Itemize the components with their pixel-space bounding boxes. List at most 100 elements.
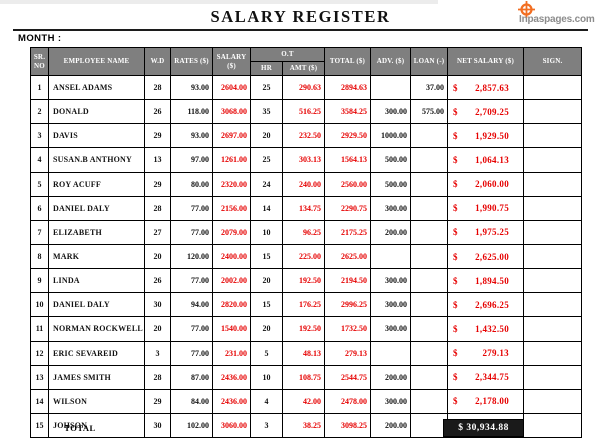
title-underline <box>13 29 588 31</box>
page-title: SALARY REGISTER <box>210 7 391 26</box>
net-amount: 2,709.25 <box>475 106 509 117</box>
cell-wd: 30 <box>144 412 171 439</box>
currency-symbol: $ <box>453 396 458 407</box>
cell-total: 2544.75 <box>324 364 371 390</box>
header-salary: SALARY ($) <box>212 47 251 76</box>
net-amount: 1,064.13 <box>475 154 509 165</box>
cell-adv: 500.00 <box>370 171 411 197</box>
header-employee-name: EMPLOYEE NAME <box>48 47 145 76</box>
header-ot-hr: HR <box>250 61 283 76</box>
header-sign: SIGN. <box>523 47 582 76</box>
cell-ot-hr: 25 <box>250 147 283 173</box>
cell-sign <box>523 171 582 197</box>
net-amount: 1,432.50 <box>475 323 509 334</box>
currency-symbol: $ <box>453 348 458 359</box>
cell-loan <box>410 219 448 245</box>
header-wd: W.D <box>144 47 171 76</box>
header-ot: O.T <box>250 47 325 62</box>
cell-employee-name: LINDA <box>48 268 145 294</box>
cell-employee-name: DANIEL DALY <box>48 292 145 318</box>
cell-rates: 93.00 <box>170 123 213 149</box>
cell-sign <box>523 99 582 125</box>
cell-salary: 2820.00 <box>212 292 251 318</box>
table-header: SR. NO EMPLOYEE NAME W.D RATES ($) SALAR… <box>30 47 582 76</box>
currency-symbol: $ <box>453 179 458 190</box>
cell-sr-no: 8 <box>30 243 49 270</box>
cell-wd: 26 <box>144 268 171 294</box>
crosshair-target-icon <box>518 1 535 18</box>
cell-ot-hr: 20 <box>250 268 283 294</box>
cell-adv: 300.00 <box>370 268 411 294</box>
table-row: 11 NORMAN ROCKWELL 20 77.00 1540.00 20 1… <box>30 316 582 342</box>
cell-total: 3098.25 <box>324 412 371 439</box>
table-body: 1 ANSEL ADAMS 28 93.00 2604.00 25 290.63… <box>30 74 582 439</box>
cell-sr-no: 1 <box>30 74 49 101</box>
cell-rates: 94.00 <box>170 292 213 318</box>
net-amount: 2,060.00 <box>475 179 509 190</box>
cell-salary: 1540.00 <box>212 316 251 342</box>
cell-total: 2894.63 <box>324 74 371 101</box>
cell-wd: 28 <box>144 195 171 221</box>
cell-adv: 300.00 <box>370 316 411 342</box>
cell-rates: 77.00 <box>170 195 213 221</box>
currency-symbol: $ <box>453 227 458 238</box>
net-amount: 1,894.50 <box>475 275 509 286</box>
cell-adv <box>370 243 411 270</box>
cell-salary: 3060.00 <box>212 412 251 439</box>
cell-employee-name: JAMES SMITH <box>48 364 145 390</box>
page-top-edge <box>0 0 438 4</box>
cell-loan <box>410 412 448 439</box>
table-row: 1 ANSEL ADAMS 28 93.00 2604.00 25 290.63… <box>30 74 582 101</box>
cell-wd: 28 <box>144 364 171 390</box>
cell-loan <box>410 171 448 197</box>
cell-employee-name: ANSEL ADAMS <box>48 74 145 101</box>
cell-rates: 77.00 <box>170 219 213 245</box>
cell-employee-name: DANIEL DALY <box>48 195 145 221</box>
table-row: 3 DAVIS 29 93.00 2697.00 20 232.50 2929.… <box>30 123 582 149</box>
currency-symbol: $ <box>453 203 458 214</box>
cell-loan <box>410 292 448 318</box>
cell-sr-no: 5 <box>30 171 49 197</box>
currency-symbol: $ <box>453 82 458 93</box>
cell-sr-no: 13 <box>30 364 49 390</box>
cell-total: 1564.13 <box>324 147 371 173</box>
cell-net-salary: $ 2,625.00 <box>447 243 524 270</box>
cell-rates: 87.00 <box>170 364 213 390</box>
cell-loan <box>410 123 448 149</box>
cell-ot-amt: 192.50 <box>282 316 325 342</box>
cell-sign <box>523 364 582 390</box>
cell-ot-hr: 15 <box>250 292 283 318</box>
cell-sign <box>523 292 582 318</box>
cell-adv: 1000.00 <box>370 123 411 149</box>
cell-sign <box>523 195 582 221</box>
cell-rates: 97.00 <box>170 147 213 173</box>
cell-sign <box>523 268 582 294</box>
header-net-salary: NET SALARY ($) <box>447 47 524 76</box>
cell-loan: 575.00 <box>410 99 448 125</box>
cell-ot-amt: 240.00 <box>282 171 325 197</box>
cell-ot-amt: 290.63 <box>282 74 325 101</box>
cell-sign <box>523 316 582 342</box>
cell-ot-hr: 35 <box>250 99 283 125</box>
cell-employee-name: MARK <box>48 243 145 270</box>
cell-salary: 1261.00 <box>212 147 251 173</box>
table-row: 9 LINDA 26 77.00 2002.00 20 192.50 2194.… <box>30 268 582 294</box>
cell-total: 2290.75 <box>324 195 371 221</box>
header-sr-no: SR. NO <box>30 47 49 76</box>
cell-net-salary: $ 1,894.50 <box>447 268 524 294</box>
cell-rates: 77.00 <box>170 316 213 342</box>
cell-wd: 20 <box>144 243 171 270</box>
net-salary-grand-total: $ 30,934.88 <box>443 419 524 437</box>
cell-sign <box>523 340 582 366</box>
cell-net-salary: $ 279.13 <box>447 340 524 366</box>
cell-adv: 300.00 <box>370 292 411 318</box>
net-amount: 1,975.25 <box>475 227 509 238</box>
table-row: 4 SUSAN.B ANTHONY 13 97.00 1261.00 25 30… <box>30 147 582 173</box>
cell-salary: 2400.00 <box>212 243 251 270</box>
cell-adv: 300.00 <box>370 99 411 125</box>
cell-salary: 231.00 <box>212 340 251 366</box>
cell-ot-hr: 15 <box>250 243 283 270</box>
table-row: 8 MARK 20 120.00 2400.00 15 225.00 2625.… <box>30 243 582 270</box>
cell-sr-no: 4 <box>30 147 49 173</box>
